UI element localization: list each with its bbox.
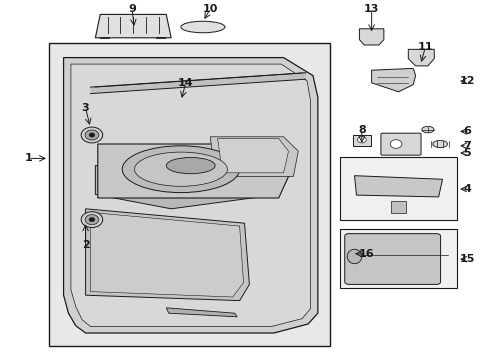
- Polygon shape: [217, 139, 288, 173]
- Ellipse shape: [432, 140, 447, 148]
- Text: 13: 13: [363, 4, 379, 14]
- FancyBboxPatch shape: [380, 133, 420, 155]
- Polygon shape: [95, 166, 288, 209]
- Text: 1: 1: [24, 153, 32, 163]
- Circle shape: [81, 127, 102, 143]
- Circle shape: [85, 130, 99, 140]
- Bar: [49, 43, 329, 346]
- Ellipse shape: [181, 21, 224, 33]
- Bar: [390, 201, 405, 213]
- Text: 15: 15: [458, 254, 474, 264]
- Ellipse shape: [421, 126, 433, 133]
- Polygon shape: [210, 137, 298, 176]
- Polygon shape: [95, 14, 171, 38]
- Polygon shape: [98, 144, 288, 198]
- Text: 7: 7: [462, 141, 470, 151]
- Circle shape: [389, 140, 401, 148]
- Bar: [352, 135, 370, 146]
- Text: 8: 8: [357, 125, 365, 135]
- Text: 11: 11: [417, 42, 432, 52]
- Circle shape: [89, 133, 95, 137]
- Text: 6: 6: [462, 126, 470, 136]
- Circle shape: [81, 212, 102, 228]
- Text: 14: 14: [178, 78, 193, 88]
- Text: 9: 9: [128, 4, 136, 14]
- Polygon shape: [359, 29, 383, 45]
- Text: 5: 5: [462, 148, 470, 158]
- Ellipse shape: [166, 158, 215, 174]
- Bar: [339, 157, 456, 220]
- Polygon shape: [90, 73, 305, 94]
- Circle shape: [89, 217, 95, 222]
- Polygon shape: [71, 64, 310, 327]
- Text: 16: 16: [358, 249, 374, 259]
- Circle shape: [357, 136, 366, 143]
- Ellipse shape: [134, 152, 227, 186]
- Polygon shape: [85, 209, 249, 301]
- Polygon shape: [63, 58, 317, 333]
- Polygon shape: [354, 176, 442, 197]
- Polygon shape: [166, 308, 237, 317]
- Text: 2: 2: [81, 240, 89, 250]
- FancyBboxPatch shape: [344, 234, 440, 284]
- Polygon shape: [407, 49, 433, 66]
- Text: 12: 12: [458, 76, 474, 86]
- Circle shape: [85, 215, 99, 225]
- Ellipse shape: [122, 146, 239, 193]
- Polygon shape: [371, 68, 415, 92]
- Polygon shape: [90, 212, 243, 297]
- Text: 10: 10: [202, 4, 218, 14]
- Text: 4: 4: [462, 184, 470, 194]
- Ellipse shape: [346, 249, 361, 264]
- Text: 3: 3: [81, 103, 89, 113]
- Bar: [339, 229, 456, 288]
